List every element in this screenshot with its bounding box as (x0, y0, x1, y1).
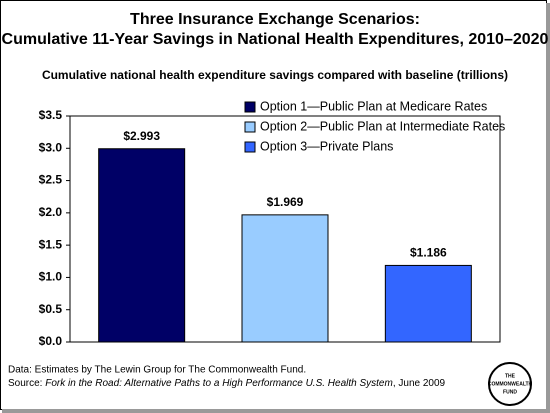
logo-text: FUND (503, 389, 517, 395)
legend-label: Option 3—Private Plans (260, 139, 393, 153)
legend-swatch (244, 101, 256, 113)
legend-swatch (244, 141, 256, 153)
subtitle: Cumulative national health expenditure s… (42, 68, 508, 82)
source: Source: Fork in the Road: Alternative Pa… (8, 378, 446, 389)
value-label: $1.186 (410, 246, 447, 260)
value-label: $1.969 (267, 195, 304, 209)
y-tick-label: $0.0 (39, 334, 63, 348)
source-part: , June 2009 (393, 378, 446, 389)
y-tick-label: $1.0 (39, 270, 63, 284)
legend-label: Option 1—Public Plan at Medicare Rates (260, 99, 487, 113)
source-part: Fork in the Road: Alternative Paths to a… (45, 378, 393, 389)
bar (241, 214, 329, 343)
logo-text: THE (505, 373, 516, 379)
y-tick-label: $1.5 (39, 237, 63, 251)
legend-label: Option 2—Public Plan at Intermediate Rat… (260, 119, 505, 133)
value-label: $2.993 (123, 129, 160, 143)
y-tick-label: $3.0 (39, 140, 63, 154)
shadow (546, 3, 550, 413)
logo (488, 362, 532, 406)
y-tick-label: $2.0 (39, 205, 63, 219)
legend-swatch (244, 121, 256, 133)
y-tick-label: $2.5 (39, 173, 63, 187)
y-tick-label: $3.5 (39, 108, 63, 122)
y-tick-label: $0.5 (39, 302, 63, 316)
logo-text: COMMONWEALTH (488, 381, 533, 387)
source-part: Source: (8, 378, 45, 389)
chart-title: Three Insurance Exchange Scenarios: (130, 11, 420, 28)
shadow (2, 409, 550, 413)
bar (384, 264, 472, 343)
bar (98, 148, 186, 343)
chart-title: Cumulative 11-Year Savings in National H… (2, 31, 549, 48)
note: Data: Estimates by The Lewin Group for T… (8, 365, 306, 376)
